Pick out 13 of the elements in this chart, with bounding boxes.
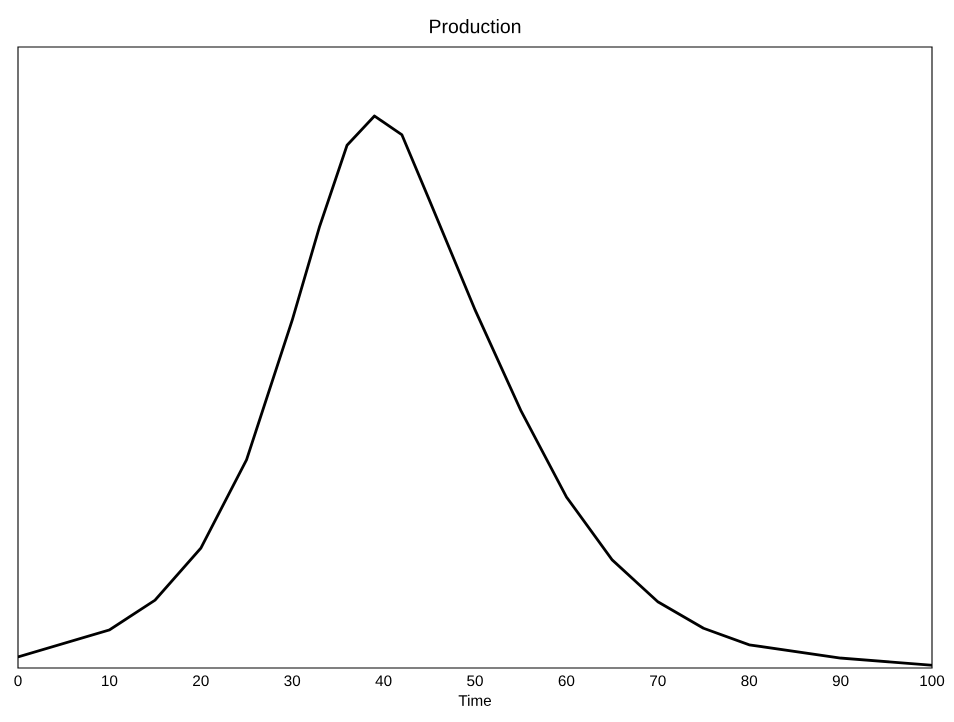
x-tick-label: 50 bbox=[467, 675, 483, 686]
x-tick-label: 10 bbox=[102, 675, 118, 686]
x-tick-label: 30 bbox=[284, 675, 300, 686]
x-tick-label: 90 bbox=[832, 675, 848, 686]
x-axis-title: Time bbox=[458, 694, 492, 706]
chart-title: Production bbox=[430, 19, 520, 34]
x-tick-label: 70 bbox=[650, 675, 666, 686]
x-tick-label: 0 bbox=[14, 675, 22, 686]
x-tick-label: 80 bbox=[741, 675, 758, 686]
x-tick-label: 20 bbox=[193, 675, 209, 686]
x-tick-label: 40 bbox=[375, 675, 392, 686]
x-tick-label: 100 bbox=[920, 675, 944, 686]
x-tick-label: 60 bbox=[558, 675, 574, 686]
